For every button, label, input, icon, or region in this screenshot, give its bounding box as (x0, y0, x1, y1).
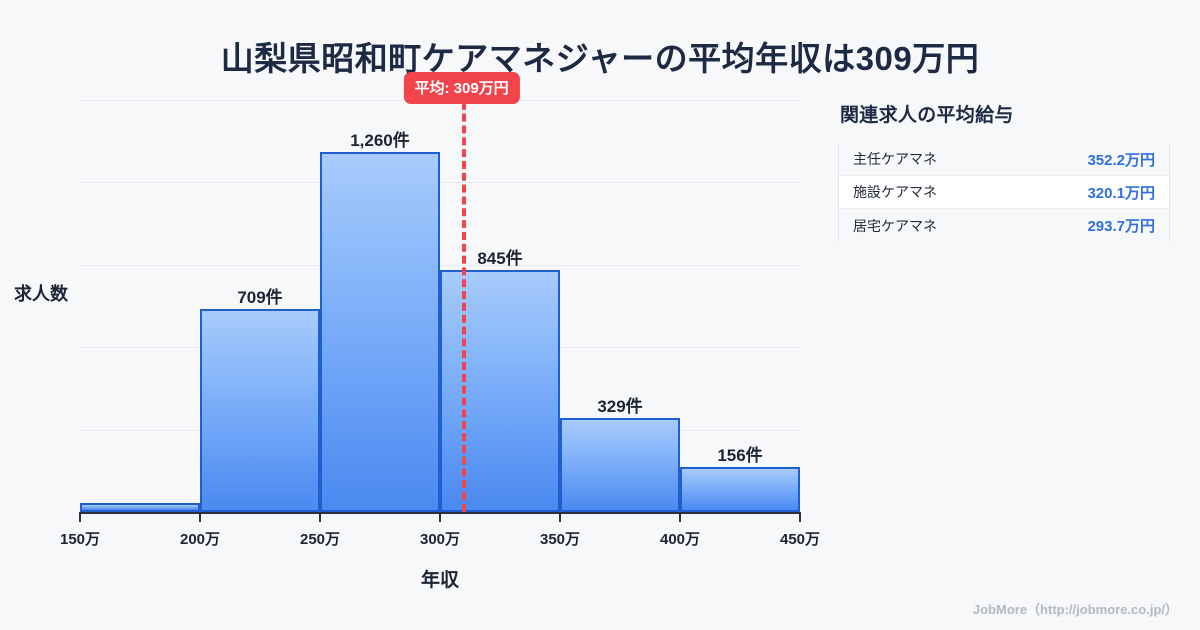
x-axis-tick-label: 450万 (779, 531, 821, 548)
x-axis-tick (199, 512, 201, 522)
x-axis-tick-label: 400万 (659, 531, 701, 548)
bar-value-label: 156件 (717, 446, 763, 466)
bar-value-label: 845件 (477, 249, 523, 269)
x-axis-tick (319, 512, 321, 522)
average-line (461, 90, 466, 512)
histogram-bar (440, 270, 560, 512)
x-axis-tick (79, 512, 81, 522)
histogram-bar (200, 309, 320, 512)
salary-amount-value: 320.1万円 (1087, 184, 1155, 202)
x-axis-tick (439, 512, 441, 522)
x-axis-tick-label: 300万 (419, 531, 461, 548)
footer-watermark: JobMore（http://jobmore.co.jp/） (972, 602, 1178, 617)
histogram-bar (560, 417, 680, 512)
histogram-bar (320, 151, 440, 512)
related-salary-panel: 関連求人の平均給与 主任ケアマネ 352.2万円施設ケアマネ 320.1万円居宅ケア… (838, 100, 1183, 242)
salary-role-label: 施設ケアマネ (853, 184, 937, 200)
bar-value-label: 329件 (597, 396, 643, 416)
bar-value-label: 709件 (237, 288, 283, 308)
x-axis-tick-label: 200万 (179, 531, 221, 548)
salary-role-label: 居宅ケアマネ (853, 217, 937, 234)
histogram-bar (80, 503, 200, 512)
related-salary-heading: 関連求人の平均給与 (840, 105, 1014, 126)
x-axis-tick (799, 512, 801, 522)
x-axis-tick (679, 512, 681, 522)
plot-area: 709件 1,260件 845件 329件 156件 150万 200万 250万 300万 35… (60, 72, 820, 548)
histogram-chart: 求人数 709件 1,260件 845件 329件 156件 150万 200万 250万 30… (0, 72, 830, 548)
histogram-bar (680, 467, 800, 512)
salary-role-label: 主任ケアマネ (853, 151, 937, 167)
salary-amount-value: 293.7万円 (1087, 218, 1155, 235)
table-row[interactable]: 主任ケアマネ 352.2万円 (839, 143, 1169, 176)
average-badge: 平均: 309万円 (403, 72, 520, 104)
x-axis-tick-label: 350万 (539, 531, 581, 548)
x-axis-tick-label: 250万 (299, 531, 341, 548)
x-axis-tick (559, 512, 561, 522)
bar-value-label: 1,260件 (350, 130, 410, 150)
gridline (80, 182, 800, 184)
salary-amount-value: 352.2万円 (1087, 151, 1155, 169)
table-row[interactable]: 施設ケアマネ 320.1万円 (839, 176, 1169, 209)
x-axis-title: 年収 (420, 570, 459, 591)
salary-table: 主任ケアマネ 352.2万円施設ケアマネ 320.1万円居宅ケアマネ 293.7万円 (838, 143, 1170, 242)
x-axis-tick-label: 150万 (59, 531, 101, 548)
table-row[interactable]: 居宅ケアマネ 293.7万円 (839, 209, 1169, 242)
gridline (80, 264, 800, 266)
page-title: 山梨県昭和町ケアマネジャーの平均年収は309万円 (220, 40, 980, 77)
y-axis-title: 求人数 (14, 284, 68, 304)
